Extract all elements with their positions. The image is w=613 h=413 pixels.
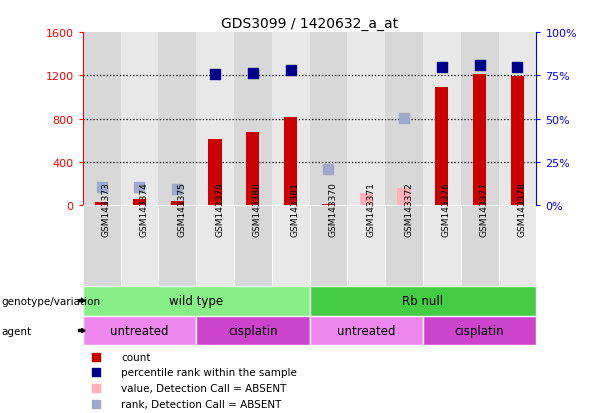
Text: percentile rank within the sample: percentile rank within the sample	[121, 368, 297, 377]
Point	[210, 72, 220, 78]
Text: GSM143377: GSM143377	[480, 182, 489, 237]
Bar	[511, 77, 524, 205]
Text: rank, Detection Call = ABSENT: rank, Detection Call = ABSENT	[121, 399, 282, 409]
Bar	[272, 33, 310, 205]
Bar	[234, 205, 272, 286]
Text: genotype/variation: genotype/variation	[1, 296, 101, 306]
Bar	[461, 33, 498, 205]
Bar	[133, 199, 146, 205]
Text: GSM143378: GSM143378	[517, 182, 527, 237]
Bar	[348, 205, 385, 286]
Point	[475, 62, 485, 69]
Point	[91, 401, 101, 408]
Text: agent: agent	[1, 326, 31, 336]
Bar	[121, 205, 158, 286]
Bar	[246, 133, 259, 205]
Point	[97, 184, 107, 191]
Bar	[385, 33, 423, 205]
Point	[437, 64, 447, 71]
Text: cisplatin: cisplatin	[228, 324, 278, 337]
Text: GSM143374: GSM143374	[139, 182, 148, 237]
Text: GSM143380: GSM143380	[253, 182, 262, 237]
Point	[91, 369, 101, 376]
Bar	[234, 33, 272, 205]
Bar	[322, 204, 335, 205]
Bar	[423, 205, 461, 286]
Bar	[272, 205, 310, 286]
Text: GSM143379: GSM143379	[215, 182, 224, 237]
Text: cisplatin: cisplatin	[455, 324, 504, 337]
Text: wild type: wild type	[169, 294, 223, 307]
Bar	[158, 205, 196, 286]
Bar	[196, 205, 234, 286]
Point	[248, 71, 257, 77]
Text: GSM143375: GSM143375	[177, 182, 186, 237]
Point	[324, 166, 333, 173]
Bar	[95, 202, 109, 205]
Text: value, Detection Call = ABSENT: value, Detection Call = ABSENT	[121, 383, 287, 393]
Text: GSM143372: GSM143372	[404, 182, 413, 237]
Bar	[397, 189, 411, 205]
Text: GSM143370: GSM143370	[329, 182, 338, 237]
Bar	[310, 286, 536, 316]
Text: GSM143376: GSM143376	[442, 182, 451, 237]
Bar	[208, 140, 222, 205]
Point	[286, 68, 295, 74]
Bar	[423, 316, 536, 346]
Bar	[310, 316, 423, 346]
Point	[91, 354, 101, 360]
Bar	[473, 74, 486, 205]
Bar	[83, 205, 121, 286]
Bar	[83, 33, 121, 205]
Text: Rb null: Rb null	[402, 294, 444, 307]
Bar	[83, 286, 310, 316]
Bar	[385, 205, 423, 286]
Text: untreated: untreated	[110, 324, 169, 337]
Bar	[310, 205, 348, 286]
Bar	[196, 316, 310, 346]
Bar	[461, 205, 498, 286]
Bar	[498, 33, 536, 205]
Text: GSM143373: GSM143373	[102, 182, 111, 237]
Bar	[284, 118, 297, 205]
Bar	[158, 33, 196, 205]
Text: untreated: untreated	[337, 324, 395, 337]
Bar	[196, 33, 234, 205]
Point	[399, 115, 409, 122]
Bar	[83, 316, 196, 346]
Point	[134, 184, 145, 191]
Bar	[498, 205, 536, 286]
Bar	[121, 33, 158, 205]
Bar	[348, 33, 385, 205]
Point	[91, 385, 101, 392]
Point	[172, 186, 182, 192]
Bar	[360, 193, 373, 205]
Bar	[423, 33, 461, 205]
Bar	[310, 33, 348, 205]
Title: GDS3099 / 1420632_a_at: GDS3099 / 1420632_a_at	[221, 17, 398, 31]
Text: GSM143381: GSM143381	[291, 182, 300, 237]
Bar	[435, 88, 449, 205]
Text: GSM143371: GSM143371	[366, 182, 375, 237]
Point	[512, 64, 522, 71]
Text: count: count	[121, 352, 151, 362]
Bar	[170, 202, 184, 205]
